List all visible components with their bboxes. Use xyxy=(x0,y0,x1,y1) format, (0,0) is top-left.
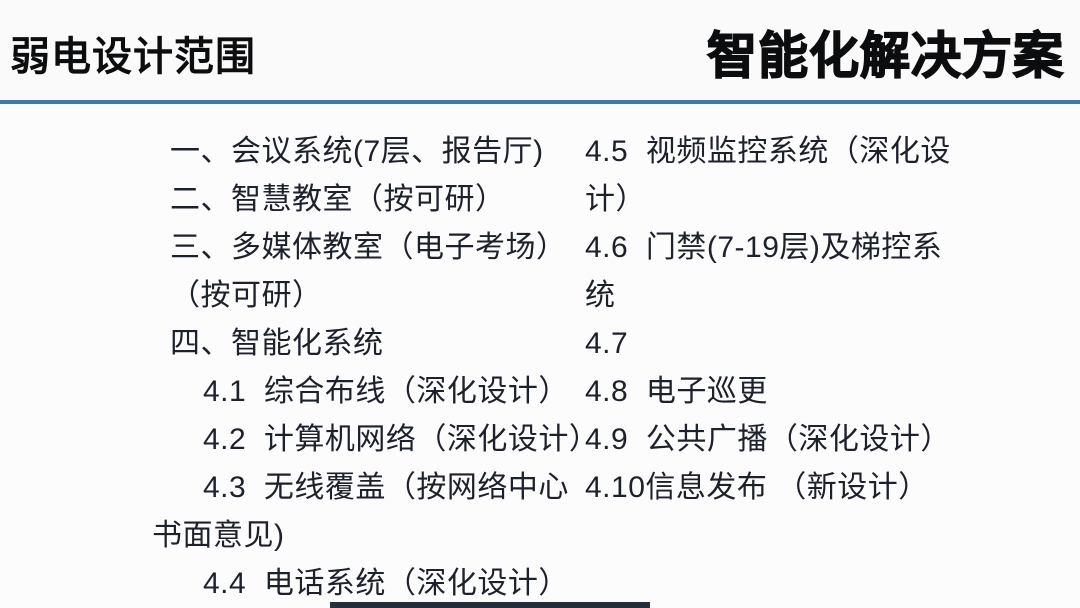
list-line: 4.5 视频监控系统（深化设 xyxy=(585,135,951,168)
slide-header: 弱电设计范围 智能化解决方案 xyxy=(0,0,1080,100)
list-line: 4.6 门禁(7-19层)及梯控系 xyxy=(585,231,943,264)
list-line: 4.2 计算机网络（深化设计） xyxy=(203,423,600,456)
list-line: 4.10信息发布 （新设计） xyxy=(585,471,929,504)
page-title: 弱电设计范围 xyxy=(10,35,256,79)
list-line: 四、智能化系统 xyxy=(170,327,384,360)
list-line: 一、会议系统(7层、报告厅) xyxy=(170,135,544,168)
list-line: 4.1 综合布线（深化设计） xyxy=(203,375,569,408)
list-line: 4.3 无线覆盖（按网络中心 xyxy=(203,471,569,504)
list-line: 4.8 电子巡更 xyxy=(585,375,768,408)
list-line-wrap: 计） xyxy=(585,183,646,216)
slide-main-title: 智能化解决方案 xyxy=(706,27,1064,84)
content-left-column: 一、会议系统(7层、报告厅) 二、智慧教室（按可研） 三、多媒体教室（电子考场）… xyxy=(0,128,600,608)
header-divider-line xyxy=(0,100,1080,104)
list-line: 三、多媒体教室（电子考场） xyxy=(170,231,567,264)
content-right-column: 4.5 视频监控系统（深化设 计） 4.6 门禁(7-19层)及梯控系 统 4.… xyxy=(585,128,1080,512)
list-line-wrap: （按可研） xyxy=(170,279,323,312)
bottom-bar-partial xyxy=(330,602,650,608)
list-line-wrap: 统 xyxy=(585,279,616,312)
list-line: 4.7 xyxy=(585,327,629,360)
list-line: 二、智慧教室（按可研） xyxy=(170,183,506,216)
list-line: 4.4 电话系统（深化设计） xyxy=(203,567,569,600)
list-line: 4.9 公共广播（深化设计） xyxy=(585,423,951,456)
list-line-wrap: 书面意见) xyxy=(152,519,285,552)
